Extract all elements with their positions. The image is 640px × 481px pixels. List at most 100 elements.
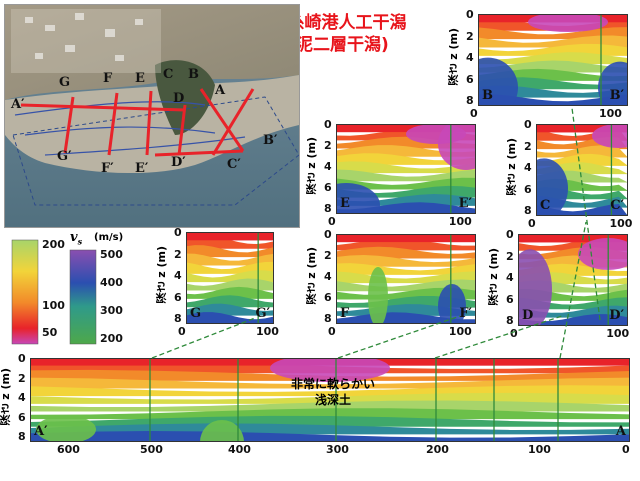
x-tick-label: 0 xyxy=(622,443,630,456)
aerial-photo-graphic xyxy=(5,5,299,227)
depth-axis-label: 深さ z (m) xyxy=(487,248,500,306)
y-tick-label: 2 xyxy=(324,249,332,262)
annotation-line-1: 非常に軟らかい xyxy=(290,377,375,391)
photo-label-b-prime: B′ xyxy=(263,133,278,148)
y-tick-label: 4 xyxy=(524,161,532,174)
y-tick-label: 2 xyxy=(174,247,182,261)
y-tick-label: 2 xyxy=(466,29,474,43)
section-plot-aa xyxy=(30,354,630,464)
section-plot-bb xyxy=(458,10,640,118)
x-tick-label: 0 xyxy=(470,107,478,120)
depth-axis-label: 深さ z (m) xyxy=(505,138,518,196)
section-plot-ee xyxy=(312,118,494,227)
section-panel-ee: E E′ 0 2 4 6 8 0 100 深さ z (m) xyxy=(305,118,494,228)
y-tick-label: 4 xyxy=(174,269,182,282)
y-tick-label: 4 xyxy=(324,270,332,283)
x-tick-label: 0 xyxy=(178,325,186,338)
x-tick-label: 0 xyxy=(328,325,336,338)
x-tick-label: 100 xyxy=(448,215,472,228)
x-tick-label: 100 xyxy=(599,107,622,120)
y-tick-label: 6 xyxy=(324,181,332,194)
aerial-photo: A B C D E F G A′ B′ C′ D′ E′ F′ G′ xyxy=(4,4,300,228)
x-tick-label: 100 xyxy=(609,217,633,230)
depth-axis-label: 深さ z (m) xyxy=(305,247,318,305)
panel-left-label: A′ xyxy=(34,424,48,439)
panel-left-label: F xyxy=(340,306,350,321)
legend-tick-200: 200 xyxy=(42,238,65,251)
panel-right-label: G′ xyxy=(255,306,270,321)
x-tick-label: 400 xyxy=(228,443,251,456)
panel-left-label: C xyxy=(540,198,551,213)
x-tick-label: 0 xyxy=(528,217,536,230)
section-panel-ff: F F′ 0 2 4 6 8 0 100 深さ z (m) xyxy=(305,228,476,338)
legend-vs-subscript: s xyxy=(77,236,83,247)
section-panel-dd: D D′ 0 2 4 6 8 0 100 深さ z (m) xyxy=(487,228,638,340)
legend-tick-300: 300 xyxy=(100,304,123,317)
y-tick-label: 6 xyxy=(324,291,332,304)
title-line-2: (砂泥二層干潟) xyxy=(271,35,389,55)
section-panel-gg: G G′ 0 2 4 6 8 0 100 深さ z (m) xyxy=(155,226,279,338)
y-tick-label: 4 xyxy=(466,51,474,64)
y-tick-label: 6 xyxy=(466,72,474,86)
x-tick-label: 100 xyxy=(256,325,279,338)
panel-right-label: E′ xyxy=(458,196,472,211)
depth-axis-label: 深さ z (m) xyxy=(447,28,460,86)
legend-tick-200b: 200 xyxy=(100,332,123,345)
x-tick-label: 300 xyxy=(326,443,349,456)
panel-left-label: E xyxy=(340,196,350,211)
panel-left-label: G xyxy=(190,306,202,321)
panel-right-label: A xyxy=(615,424,626,439)
y-tick-label: 0 xyxy=(506,228,514,241)
legend-tick-500: 500 xyxy=(100,248,123,261)
y-tick-label: 8 xyxy=(174,312,182,325)
photo-label-f: F xyxy=(103,71,113,86)
y-tick-label: 8 xyxy=(324,202,332,215)
photo-label-g: G xyxy=(59,75,71,90)
y-tick-label: 8 xyxy=(524,204,532,217)
x-tick-label: 100 xyxy=(448,325,472,338)
x-tick-label: 100 xyxy=(606,327,630,340)
photo-label-f-prime: F′ xyxy=(101,161,114,176)
photo-label-b: B xyxy=(188,67,199,82)
legend-tick-100: 100 xyxy=(42,299,65,312)
annotation-line-2: 浅深土 xyxy=(314,393,351,407)
legend-tick-50: 50 xyxy=(42,326,58,339)
photo-label-c: C xyxy=(163,67,174,82)
photo-label-a-prime: A′ xyxy=(11,97,25,112)
panel-left-label: B xyxy=(482,88,493,103)
section-panel-bb: B B′ 0 2 4 6 8 0 100 深さ z (m) xyxy=(447,8,640,120)
photo-label-c-prime: C′ xyxy=(227,157,241,172)
photo-label-a: A xyxy=(215,83,226,98)
y-tick-label: 0 xyxy=(524,118,532,131)
x-tick-label: 600 xyxy=(57,443,80,456)
y-tick-label: 6 xyxy=(18,410,26,424)
x-tick-label: 200 xyxy=(426,443,449,456)
depth-axis-label: 深さ z (m) xyxy=(155,246,168,304)
legend-vs-label: vs xyxy=(70,230,82,247)
y-tick-label: 2 xyxy=(324,139,332,152)
section-panel-aa: A′ A 0 2 4 6 8 600 500 400 300 200 100 0 深さ z (m) xyxy=(0,352,630,464)
y-tick-label: 8 xyxy=(466,94,474,107)
y-tick-label: 4 xyxy=(506,271,514,284)
photo-label-e-prime: E′ xyxy=(135,161,149,176)
depth-axis-label: 深さ z (m) xyxy=(305,137,318,195)
y-tick-label: 0 xyxy=(466,8,474,21)
y-tick-label: 0 xyxy=(324,228,332,241)
legend-vs-symbol: v xyxy=(70,230,78,245)
y-tick-label: 0 xyxy=(324,118,332,131)
legend-unit: (m/s) xyxy=(94,232,124,243)
legend-graphic xyxy=(11,239,97,345)
photo-label-d: D xyxy=(173,91,185,106)
panel-right-label: B′ xyxy=(609,88,624,103)
x-tick-label: 0 xyxy=(328,215,336,228)
y-tick-label: 6 xyxy=(524,182,532,196)
soft-soil-annotation: 非常に軟らかい 浅深土 xyxy=(288,376,378,408)
y-tick-label: 0 xyxy=(18,352,26,365)
x-tick-label: 500 xyxy=(140,443,163,456)
y-tick-label: 8 xyxy=(506,314,514,327)
color-legend: 200 100 50 500 400 300 200 vs (m/s) xyxy=(6,230,146,350)
panel-right-label: D′ xyxy=(609,308,624,323)
depth-axis-label: 深さ z (m) xyxy=(0,368,12,426)
y-tick-label: 2 xyxy=(506,249,514,263)
y-tick-label: 8 xyxy=(324,312,332,325)
